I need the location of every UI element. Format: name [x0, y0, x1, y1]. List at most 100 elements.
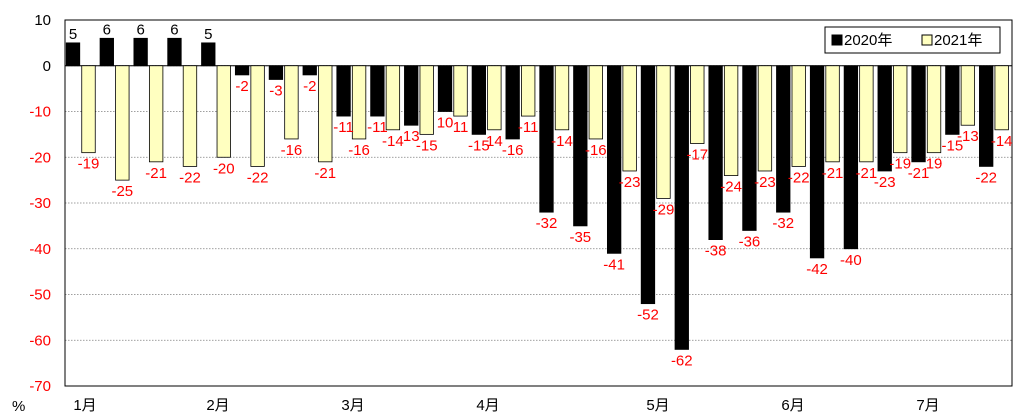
- data-label-2021: -16: [281, 142, 303, 159]
- bar-2021: [148, 65, 164, 163]
- bar-2021: [216, 65, 231, 158]
- data-label-2020: -52: [637, 307, 659, 324]
- bar-2020: [945, 65, 960, 135]
- bar-2020: [573, 65, 588, 227]
- y-tick-label: -40: [29, 241, 51, 258]
- data-label-2021: -20: [213, 160, 235, 177]
- bar-2021: [351, 65, 367, 140]
- data-label-2021: -13: [957, 128, 979, 145]
- bar-2020: [539, 65, 554, 213]
- bar-2021: [453, 65, 468, 117]
- bar-2020: [843, 65, 859, 250]
- bar-2021: [250, 65, 265, 167]
- legend-label-2020: 2020年: [844, 32, 892, 49]
- bar-2021: [554, 65, 570, 131]
- data-label-2020: -15: [942, 137, 964, 154]
- data-label-2020: -32: [536, 215, 558, 232]
- bar-2021: [723, 65, 739, 176]
- data-label-2020: -36: [739, 233, 761, 250]
- data-label-2021: -23: [754, 174, 776, 191]
- legend-swatch-2020: [831, 34, 843, 46]
- bar-2021: [487, 65, 502, 131]
- data-label-2021: -16: [348, 142, 370, 159]
- data-label-2021: -24: [720, 179, 742, 196]
- bar-2020: [979, 65, 994, 167]
- data-label-2020: 6: [170, 21, 178, 38]
- data-label-2021: -21: [856, 165, 878, 182]
- bar-2020: [471, 65, 487, 135]
- data-label-2021: -17: [686, 147, 708, 164]
- bar-2020: [742, 65, 757, 231]
- data-label-2021: -22: [179, 169, 201, 186]
- data-label-2020: -3: [269, 82, 282, 99]
- data-label-2020: -21: [908, 165, 930, 182]
- data-label-2020: -15: [468, 137, 490, 154]
- data-label-2021: 14: [486, 133, 503, 150]
- data-label-2020: -35: [569, 229, 591, 246]
- bar-2020: [606, 65, 622, 254]
- bar-2021: [284, 65, 299, 140]
- bar-2021: [656, 65, 671, 199]
- y-tick-label: -20: [29, 149, 51, 166]
- bar-2021: [926, 65, 942, 154]
- bar-2020: [809, 65, 825, 259]
- data-label-2020: -42: [806, 261, 828, 278]
- bar-2020: [911, 65, 926, 163]
- bar-2021: [419, 65, 434, 135]
- bar-2020: [201, 42, 216, 67]
- x-tick-label: 2月: [206, 397, 229, 414]
- data-label-2021: -29: [653, 201, 675, 218]
- bar-2020: [99, 37, 114, 67]
- bar-2020: [370, 65, 385, 117]
- legend-label-2021: 2021年: [934, 32, 982, 49]
- data-label-2021: 19: [926, 156, 943, 173]
- data-label-2021: -21: [314, 165, 336, 182]
- data-label-2020: -32: [772, 215, 794, 232]
- bar-2020: [640, 65, 656, 305]
- data-label-2020: 5: [69, 26, 77, 43]
- data-label-2020: -23: [874, 174, 896, 191]
- data-label-2021: -23: [619, 174, 641, 191]
- data-label-2020: 6: [136, 21, 144, 38]
- bar-2021: [588, 65, 603, 140]
- y-tick-label: -10: [29, 104, 51, 121]
- bar-2021: [825, 65, 840, 163]
- tick-labels: 10 0 -10 -20 -30 -40 -50 -60 -70 1月 2月 3月 4月 5月 6月 7月: [29, 12, 939, 414]
- data-labels: 5 6 6 6 5 -2 -3 -2 -11 -11 13 10 -15 -16 -32 -35 -41 -52 -…: [69, 21, 1013, 369]
- data-label-2020: -22: [975, 169, 997, 186]
- data-label-2020: 13: [403, 128, 420, 145]
- bar-2021: [182, 65, 198, 167]
- bar-2020: [336, 65, 351, 117]
- bar-2020: [404, 65, 419, 126]
- bars: [65, 37, 1009, 350]
- data-label-2020: -11: [367, 119, 388, 136]
- data-label-2020: -62: [671, 352, 693, 369]
- data-label-2020: -2: [235, 78, 248, 95]
- legend-box: [824, 26, 1001, 54]
- data-label-2021: -25: [111, 183, 133, 200]
- data-label-2021: -21: [822, 165, 844, 182]
- bar-2021: [318, 65, 333, 163]
- x-tick-label: 6月: [781, 397, 804, 414]
- bar-2020: [302, 65, 317, 76]
- data-label-2021: -19: [889, 156, 911, 173]
- data-label-2021: -15: [416, 137, 438, 154]
- data-label-2021: -16: [585, 142, 607, 159]
- bar-2021: [521, 65, 536, 117]
- bar-2020: [167, 37, 182, 67]
- bar-2021: [893, 65, 908, 154]
- data-label-2020: -2: [303, 78, 316, 95]
- y-tick-label: -30: [29, 195, 51, 212]
- data-label-2021: -22: [788, 169, 810, 186]
- bar-2020: [776, 65, 791, 213]
- data-label-2020: 10: [437, 115, 454, 132]
- bar-2020: [133, 37, 148, 67]
- bar-2021: [81, 65, 96, 154]
- data-label-2021: 11: [453, 119, 469, 136]
- data-label-2021: -14: [991, 133, 1013, 150]
- bar-2021: [960, 65, 976, 126]
- y-tick-label: 10: [34, 12, 51, 29]
- bar-2021: [690, 65, 705, 144]
- legend: 2020年 2021年: [824, 26, 1001, 54]
- bar-2020: [437, 65, 453, 112]
